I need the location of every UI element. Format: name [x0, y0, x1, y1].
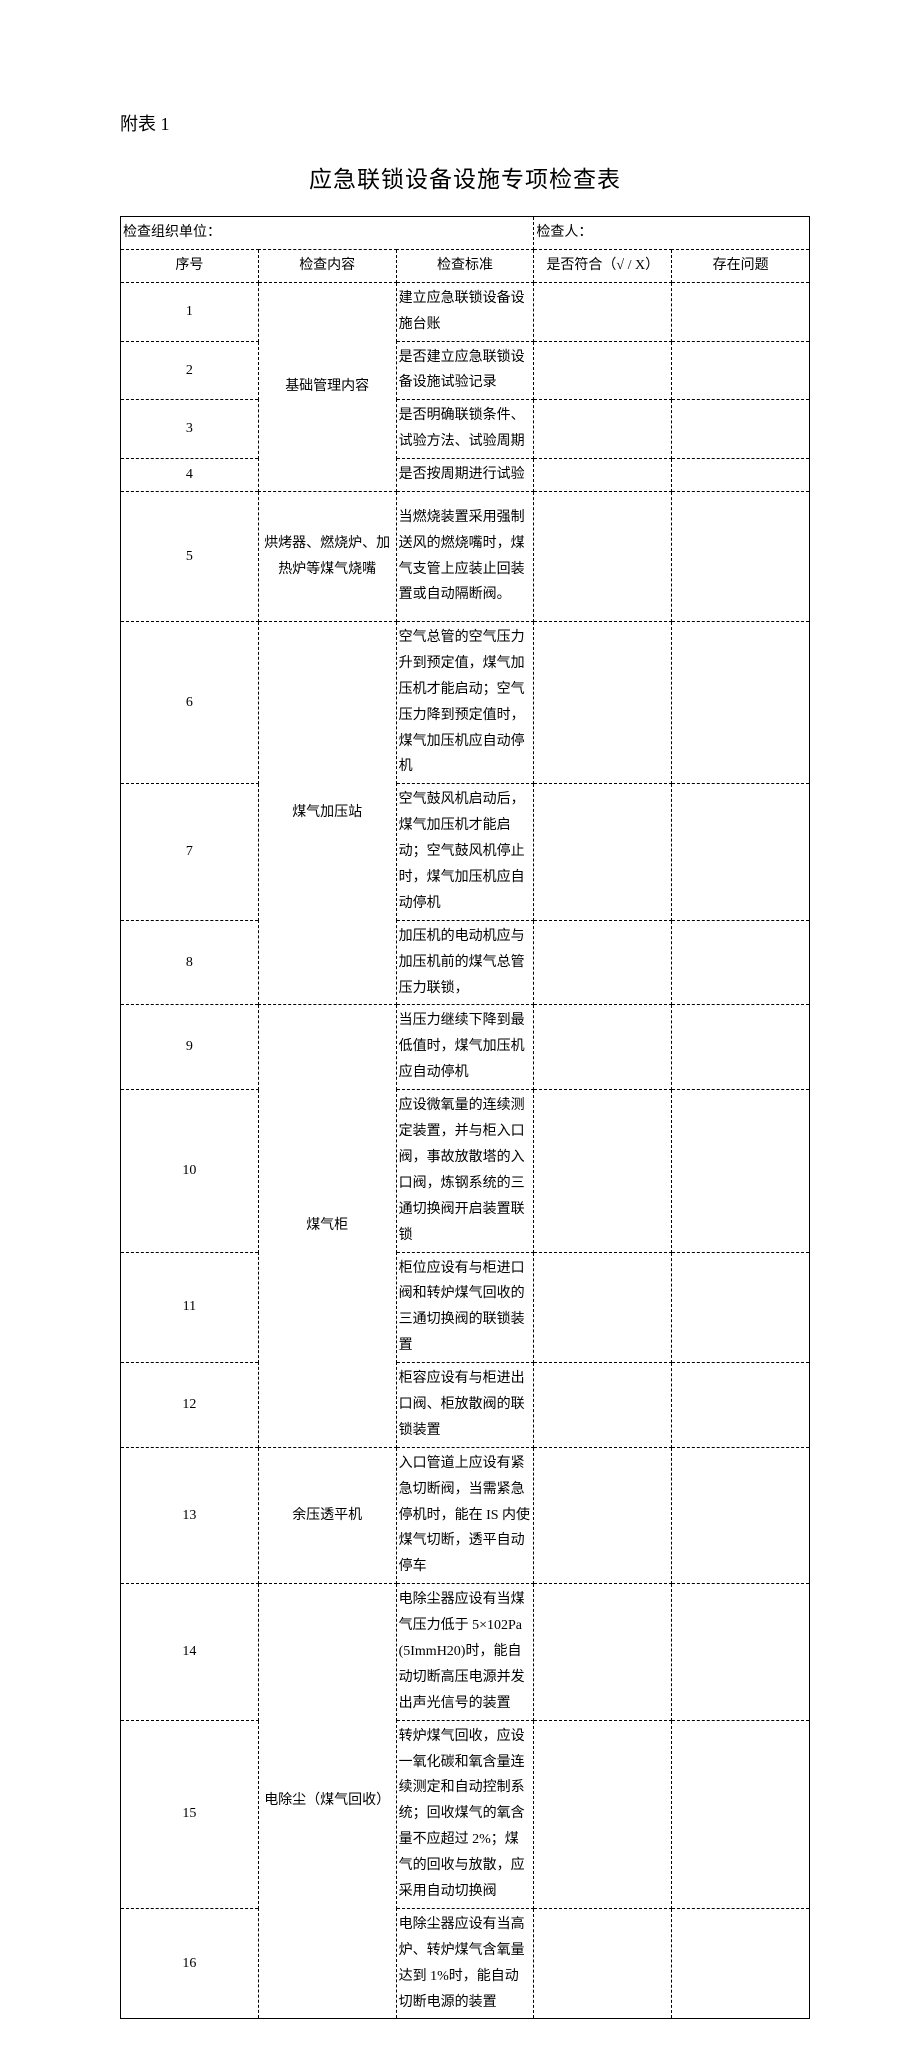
table-column-header-row: 序号 检查内容 检查标准 是否符合（√ / X） 存在问题	[121, 249, 810, 282]
table-row: 13 余压透平机 入口管道上应设有紧急切断阀，当需紧急停机时，能在 IS 内使煤…	[121, 1447, 810, 1583]
cell-compliance[interactable]	[534, 492, 672, 622]
cell-seq: 16	[121, 1908, 259, 2019]
cell-issues[interactable]	[672, 1090, 810, 1252]
cell-standard: 应设微氧量的连续测定装置，并与柜入口阀，事故放散塔的入口阀，炼钢系统的三通切换阀…	[396, 1090, 534, 1252]
cell-compliance[interactable]	[534, 784, 672, 920]
cell-issues[interactable]	[672, 784, 810, 920]
cell-issues[interactable]	[672, 1005, 810, 1090]
cell-compliance[interactable]	[534, 1908, 672, 2019]
table-header-org-row: 检查组织单位： 检查人：	[121, 217, 810, 250]
cell-seq: 7	[121, 784, 259, 920]
cell-compliance[interactable]	[534, 400, 672, 459]
cell-issues[interactable]	[672, 1447, 810, 1583]
cell-standard: 当压力继续下降到最低值时，煤气加压机应自动停机	[396, 1005, 534, 1090]
col-seq-header: 序号	[121, 249, 259, 282]
table-row: 14 电除尘（煤气回收） 电除尘器应设有当煤气压力低于 5×102Pa(5Imm…	[121, 1584, 810, 1720]
cell-seq: 1	[121, 282, 259, 341]
cell-compliance[interactable]	[534, 1363, 672, 1448]
cell-standard: 是否明确联锁条件、试验方法、试验周期	[396, 400, 534, 459]
cell-standard: 电除尘器应设有当煤气压力低于 5×102Pa(5ImmH20)时，能自动切断高压…	[396, 1584, 534, 1720]
cell-standard: 转炉煤气回收，应设一氧化碳和氧含量连续测定和自动控制系统；回收煤气的氧含量不应超…	[396, 1720, 534, 1908]
cell-compliance[interactable]	[534, 1090, 672, 1252]
cell-issues[interactable]	[672, 492, 810, 622]
cell-compliance[interactable]	[534, 1447, 672, 1583]
cell-standard: 建立应急联锁设备设施台账	[396, 282, 534, 341]
cell-standard: 柜位应设有与柜进口阀和转炉煤气回收的三通切换阀的联锁装置	[396, 1252, 534, 1363]
cell-seq: 4	[121, 459, 259, 492]
cell-compliance[interactable]	[534, 622, 672, 784]
cell-issues[interactable]	[672, 341, 810, 400]
cell-seq: 9	[121, 1005, 259, 1090]
cell-issues[interactable]	[672, 1363, 810, 1448]
cell-category: 烘烤器、燃烧炉、加热炉等煤气烧嘴	[258, 492, 396, 622]
cell-issues[interactable]	[672, 459, 810, 492]
cell-issues[interactable]	[672, 1252, 810, 1363]
col-standard-header: 检查标准	[396, 249, 534, 282]
col-issues-header: 存在问题	[672, 249, 810, 282]
cell-seq: 10	[121, 1090, 259, 1252]
cell-standard: 电除尘器应设有当高炉、转炉煤气含氧量达到 1%时，能自动切断电源的装置	[396, 1908, 534, 2019]
cell-category: 基础管理内容	[258, 282, 396, 491]
cell-compliance[interactable]	[534, 920, 672, 1005]
table-row: 9 煤气柜 当压力继续下降到最低值时，煤气加压机应自动停机	[121, 1005, 810, 1090]
table-row: 2 是否建立应急联锁设备设施试验记录	[121, 341, 810, 400]
table-row: 8 加压机的电动机应与加压机前的煤气总管压力联锁，	[121, 920, 810, 1005]
org-label: 检查组织单位：	[121, 217, 534, 250]
cell-seq: 15	[121, 1720, 259, 1908]
cell-standard: 入口管道上应设有紧急切断阀，当需紧急停机时，能在 IS 内使煤气切断，透平自动停…	[396, 1447, 534, 1583]
cell-seq: 14	[121, 1584, 259, 1720]
table-row: 3 是否明确联锁条件、试验方法、试验周期	[121, 400, 810, 459]
cell-issues[interactable]	[672, 1584, 810, 1720]
cell-compliance[interactable]	[534, 1005, 672, 1090]
cell-issues[interactable]	[672, 400, 810, 459]
cell-issues[interactable]	[672, 1908, 810, 2019]
cell-seq: 8	[121, 920, 259, 1005]
main-title: 应急联锁设备设施专项检查表	[120, 160, 810, 194]
cell-issues[interactable]	[672, 282, 810, 341]
cell-standard: 当燃烧装置采用强制送风的燃烧嘴时，煤气支管上应装止回装置或自动隔断阀。	[396, 492, 534, 622]
col-category-header: 检查内容	[258, 249, 396, 282]
table-row: 12 柜容应设有与柜进出口阀、柜放散阀的联锁装置	[121, 1363, 810, 1448]
cell-compliance[interactable]	[534, 1252, 672, 1363]
cell-standard: 空气鼓风机启动后，煤气加压机才能启动；空气鼓风机停止时，煤气加压机应自动停机	[396, 784, 534, 920]
table-row: 10 应设微氧量的连续测定装置，并与柜入口阀，事故放散塔的入口阀，炼钢系统的三通…	[121, 1090, 810, 1252]
table-row: 11 柜位应设有与柜进口阀和转炉煤气回收的三通切换阀的联锁装置	[121, 1252, 810, 1363]
cell-category: 电除尘（煤气回收）	[258, 1584, 396, 2019]
table-row: 1 基础管理内容 建立应急联锁设备设施台账	[121, 282, 810, 341]
table-row: 7 空气鼓风机启动后，煤气加压机才能启动；空气鼓风机停止时，煤气加压机应自动停机	[121, 784, 810, 920]
cell-seq: 12	[121, 1363, 259, 1448]
cell-issues[interactable]	[672, 1720, 810, 1908]
col-compliance-header: 是否符合（√ / X）	[534, 249, 672, 282]
cell-compliance[interactable]	[534, 459, 672, 492]
cell-compliance[interactable]	[534, 1584, 672, 1720]
cell-standard: 柜容应设有与柜进出口阀、柜放散阀的联锁装置	[396, 1363, 534, 1448]
cell-standard: 加压机的电动机应与加压机前的煤气总管压力联锁，	[396, 920, 534, 1005]
inspection-table: 检查组织单位： 检查人： 序号 检查内容 检查标准 是否符合（√ / X） 存在…	[120, 216, 810, 2019]
table-row: 6 煤气加压站 空气总管的空气压力升到预定值，煤气加压机才能启动；空气压力降到预…	[121, 622, 810, 784]
cell-category: 煤气柜	[258, 1005, 396, 1447]
appendix-label: 附表 1	[120, 110, 810, 136]
cell-seq: 6	[121, 622, 259, 784]
cell-seq: 11	[121, 1252, 259, 1363]
cell-compliance[interactable]	[534, 282, 672, 341]
cell-issues[interactable]	[672, 920, 810, 1005]
cell-compliance[interactable]	[534, 1720, 672, 1908]
cell-seq: 2	[121, 341, 259, 400]
cell-issues[interactable]	[672, 622, 810, 784]
cell-seq: 5	[121, 492, 259, 622]
table-row: 15 转炉煤气回收，应设一氧化碳和氧含量连续测定和自动控制系统；回收煤气的氧含量…	[121, 1720, 810, 1908]
inspector-label: 检查人：	[534, 217, 810, 250]
cell-standard: 是否建立应急联锁设备设施试验记录	[396, 341, 534, 400]
cell-category: 余压透平机	[258, 1447, 396, 1583]
cell-seq: 13	[121, 1447, 259, 1583]
table-row: 5 烘烤器、燃烧炉、加热炉等煤气烧嘴 当燃烧装置采用强制送风的燃烧嘴时，煤气支管…	[121, 492, 810, 622]
cell-standard: 是否按周期进行试验	[396, 459, 534, 492]
table-row: 4 是否按周期进行试验	[121, 459, 810, 492]
cell-compliance[interactable]	[534, 341, 672, 400]
cell-seq: 3	[121, 400, 259, 459]
cell-standard: 空气总管的空气压力升到预定值，煤气加压机才能启动；空气压力降到预定值时，煤气加压…	[396, 622, 534, 784]
cell-category: 煤气加压站	[258, 622, 396, 1005]
table-row: 16 电除尘器应设有当高炉、转炉煤气含氧量达到 1%时，能自动切断电源的装置	[121, 1908, 810, 2019]
